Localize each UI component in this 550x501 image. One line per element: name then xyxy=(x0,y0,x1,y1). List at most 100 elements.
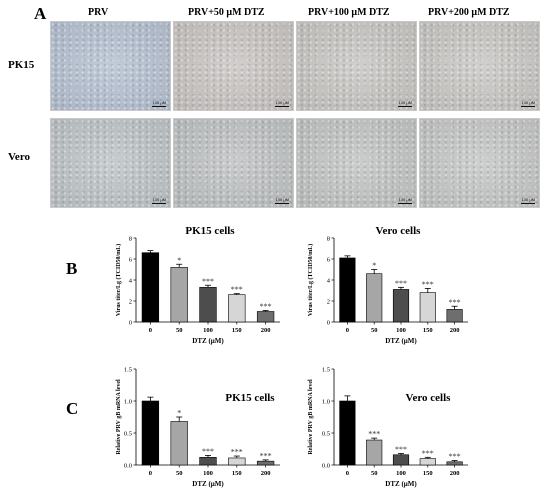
x-tick-label: 100 xyxy=(396,470,406,477)
bar-200 xyxy=(446,309,463,323)
y-tick-label: 1.5 xyxy=(322,366,330,373)
bar-50 xyxy=(170,267,188,323)
y-tick-label: 2 xyxy=(327,298,330,305)
x-tick-label: 100 xyxy=(203,327,213,334)
cell-texture xyxy=(420,22,539,110)
micrograph-pk15-2: 100 μM xyxy=(173,21,294,111)
y-tick-label: 0 xyxy=(129,319,132,326)
significance-marker: *** xyxy=(260,302,272,311)
bar-100 xyxy=(199,287,217,323)
cell-texture xyxy=(174,119,293,207)
scale-bar: 100 μM xyxy=(275,197,289,204)
cell-line-label-vero: Vero xyxy=(8,151,30,163)
x-tick-label: 0 xyxy=(149,327,152,334)
bar-50 xyxy=(170,421,188,466)
y-axis-label: Virus titer/Lg (TCID50/mL) xyxy=(115,244,122,316)
x-tick-label: 0 xyxy=(346,327,349,334)
micrograph-pk15-1: 100 μM xyxy=(50,21,171,111)
y-tick-label: 4 xyxy=(129,277,133,284)
x-tick-label: 200 xyxy=(450,470,460,477)
bar-150 xyxy=(419,292,436,323)
significance-marker: * xyxy=(372,261,376,270)
bar-200 xyxy=(446,461,463,466)
y-axis-label: Virus titer/Lg (TCID50/mL) xyxy=(307,244,314,316)
scale-bar-line xyxy=(275,106,289,107)
x-tick-label: 0 xyxy=(346,470,349,477)
cell-texture xyxy=(297,22,416,110)
panel-letter-c: C xyxy=(66,399,79,418)
micrograph-vero-1: 100 μM xyxy=(50,118,171,208)
cell-texture xyxy=(174,22,293,110)
scale-bar-label: 100 μM xyxy=(398,100,412,105)
condition-header: PRV xyxy=(88,7,109,18)
bar-100 xyxy=(392,289,410,323)
micrograph-vero-4: 100 μM xyxy=(419,118,540,208)
y-tick-label: 2 xyxy=(129,298,132,305)
x-tick-label: 150 xyxy=(232,327,242,334)
condition-header: PRV+100 μM DTZ xyxy=(308,7,390,18)
y-tick-label: 0.0 xyxy=(124,462,132,469)
x-tick-label: 200 xyxy=(261,470,271,477)
x-tick-label: 50 xyxy=(176,470,183,477)
scale-bar-label: 100 μM xyxy=(521,197,535,202)
cell-texture xyxy=(51,119,170,207)
x-axis-label: DTZ (μM) xyxy=(385,337,417,345)
x-axis-label: DTZ (μM) xyxy=(192,480,224,488)
significance-marker: *** xyxy=(260,451,272,460)
scale-bar-line xyxy=(521,106,535,107)
x-tick-label: 200 xyxy=(450,327,460,334)
panel-letter-b: B xyxy=(66,259,78,278)
scale-bar-label: 100 μM xyxy=(275,100,289,105)
micrograph-vero-2: 100 μM xyxy=(173,118,294,208)
significance-marker: *** xyxy=(422,449,434,458)
x-axis-label: DTZ (μM) xyxy=(192,337,224,345)
chart-title: Vero cells xyxy=(376,225,422,237)
x-tick-label: 200 xyxy=(261,327,271,334)
y-tick-label: 1.0 xyxy=(124,398,132,405)
x-tick-label: 0 xyxy=(149,470,152,477)
micrograph-pk15-4: 100 μM xyxy=(419,21,540,111)
bar-200 xyxy=(256,460,275,466)
y-axis-label: Relative PRV gB mRNA level xyxy=(116,379,122,455)
scale-bar-label: 100 μM xyxy=(152,197,166,202)
cell-texture xyxy=(51,22,170,110)
chart-b-vero: Vero cells 0 2 4 6 8 Virus titer/Lg (TCID50/mL… xyxy=(307,225,468,345)
chart-b-pk15: PK15 cells 0 2 4 6 8 Virus titer/Lg (TCID50/mL… xyxy=(115,225,280,345)
cell-texture xyxy=(420,119,539,207)
scale-bar: 100 μM xyxy=(521,100,535,107)
chart-title: Vero cells xyxy=(406,392,452,404)
y-tick-label: 6 xyxy=(327,256,331,263)
bar-0 xyxy=(141,400,160,466)
scale-bar-line xyxy=(275,203,289,204)
significance-marker: *** xyxy=(449,452,461,461)
y-tick-label: 6 xyxy=(129,256,133,263)
scale-bar: 100 μM xyxy=(521,197,535,204)
bar-150 xyxy=(228,294,246,323)
condition-header: PRV+50 μM DTZ xyxy=(188,7,265,18)
cell-texture xyxy=(297,119,416,207)
cell-line-label-pk15: PK15 xyxy=(8,59,35,71)
y-tick-label: 8 xyxy=(327,235,330,242)
significance-marker: *** xyxy=(449,298,461,307)
scale-bar-label: 100 μM xyxy=(152,100,166,105)
y-tick-label: 0.5 xyxy=(322,430,330,437)
x-tick-label: 100 xyxy=(203,470,213,477)
chart-title: PK15 cells xyxy=(185,225,235,237)
y-tick-label: 8 xyxy=(129,235,132,242)
y-tick-label: 1.5 xyxy=(124,366,132,373)
bar-150 xyxy=(419,458,436,466)
scale-bar-label: 100 μM xyxy=(398,197,412,202)
scale-bar-line xyxy=(398,106,412,107)
scale-bar-line xyxy=(398,203,412,204)
bar-0 xyxy=(141,252,160,323)
bar-200 xyxy=(256,311,275,323)
y-tick-label: 1.0 xyxy=(322,398,330,405)
micrograph-pk15-3: 100 μM xyxy=(296,21,417,111)
significance-marker: *** xyxy=(395,445,407,454)
x-tick-label: 50 xyxy=(176,327,183,334)
x-tick-label: 150 xyxy=(232,470,242,477)
significance-marker: *** xyxy=(202,277,214,286)
bar-50 xyxy=(366,439,383,466)
scale-bar-line xyxy=(152,203,166,204)
